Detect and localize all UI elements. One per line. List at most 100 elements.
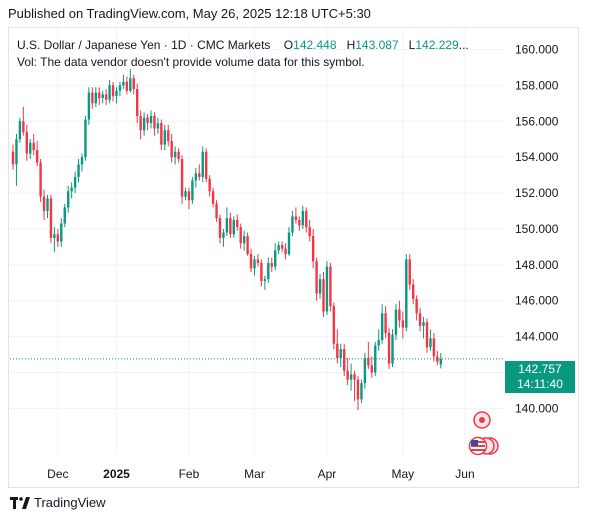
candle-body [349,374,353,380]
candle [405,254,408,332]
candle [274,243,277,271]
candle-body [198,173,201,177]
chart-legend[interactable]: U.S. Dollar / Japanese Yen · 1D · CMC Ma… [17,37,469,71]
candle [77,158,80,183]
candle-body [232,219,235,235]
candle [184,187,187,201]
candle-body [205,151,208,179]
candle [284,243,287,260]
candle-body [367,358,370,366]
candle [325,261,329,316]
candle [222,228,225,247]
candle [301,205,304,229]
candle [246,232,249,256]
x-tick-label: 2025 [103,467,130,481]
y-tick-label: 152.000 [515,186,559,200]
candle [332,302,336,350]
candle [329,263,332,312]
x-axis: Dec 2025 Feb Mar Apr May Jun [47,467,474,481]
candle [260,259,263,287]
candle [253,255,256,276]
candle-body [42,196,46,211]
candle [29,139,32,159]
candle [263,275,267,290]
candle [156,117,160,134]
candle [63,203,66,228]
candle [356,376,360,411]
candle [270,257,273,272]
candle-body [70,187,73,192]
candle-body [394,309,398,335]
candle-body [436,356,439,362]
candle-body [15,139,18,165]
candle-body [122,81,125,86]
candle [415,295,418,321]
last-price-tag: 142.757 14:11:40 [505,361,575,393]
candle [412,279,415,305]
candle-body [287,232,291,255]
candle-body [136,89,139,116]
candle [84,115,87,161]
candle [229,212,232,238]
candle-body [104,94,108,100]
candle-body [277,245,280,251]
event-icons[interactable] [468,411,499,456]
candle-body [118,85,122,91]
candle-body [29,142,32,154]
candle-body [415,298,418,314]
candle [401,311,405,339]
candle [398,300,401,328]
candle [73,171,77,194]
us-flag-icon[interactable] [468,436,488,456]
candle [380,304,384,344]
candle-body [142,117,146,131]
candle [432,333,436,362]
candle-body [274,250,277,267]
candle-body [94,92,97,104]
candle [177,148,180,163]
candle-body [87,92,91,120]
symbol-title: U.S. Dollar / Japanese Yen · 1D · CMC Ma… [17,38,271,52]
y-tick-label: 160.000 [515,43,559,57]
chart-pane[interactable] [8,27,579,488]
candle [349,363,353,391]
candle [239,223,242,249]
candle-body [46,198,49,211]
candle [408,254,411,290]
candle-body [432,338,436,357]
candle [363,352,367,389]
candle [336,329,339,364]
candle-body [239,227,242,244]
candle [115,87,118,104]
y-tick-label: 156.000 [515,114,559,128]
candle [422,316,425,339]
candle-body [167,130,170,142]
candle-body [163,130,166,145]
candle [98,87,101,106]
candle-body [35,150,39,163]
candle [353,370,356,402]
candle-body [280,245,284,249]
x-tick-label: Jun [455,467,474,481]
x-tick-label: Feb [179,467,200,481]
candle-body [25,132,28,154]
candle [173,146,177,165]
candle-body [284,248,287,255]
candle-body [225,218,229,233]
candle-body [339,349,342,359]
candle [384,306,387,339]
candle-body [132,78,135,89]
candle [46,194,49,219]
candle-body [370,365,373,373]
candle [267,257,270,283]
candle-body [194,173,198,181]
candle [160,119,163,150]
candle [39,158,42,203]
candle-body [67,191,70,208]
footer-brand[interactable]: TradingView [10,495,106,510]
event-alert-dot-icon [479,417,485,423]
candle-body [322,279,325,312]
candle [18,117,22,143]
candle-body [11,151,15,165]
